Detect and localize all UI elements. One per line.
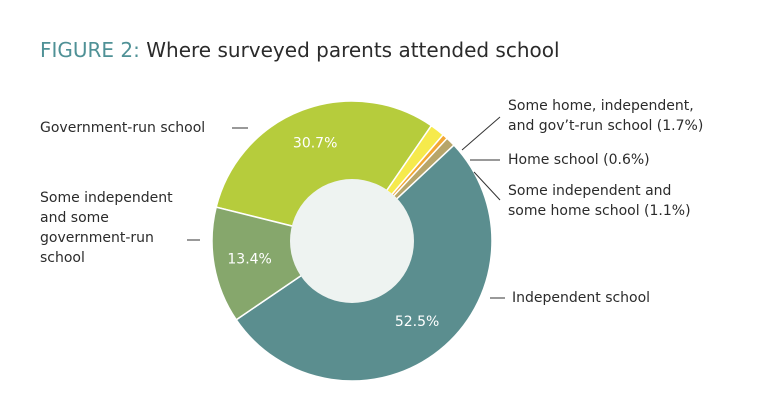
category-label: Some home, independent, and gov’t-run sc… [508,98,704,134]
donut-hole [290,179,414,303]
donut-slice [215,100,433,242]
value-label: 13.4% [227,251,271,267]
category-label: Some independent and some government-run… [40,190,173,266]
title-block: FIGURE 2: Where surveyed parents attende… [40,38,560,62]
category-label: Independent school [512,290,651,306]
value-label: 30.7% [293,136,337,152]
leader-line [461,116,501,151]
value-label: 52.5% [395,314,439,330]
category-label: Some independent and some home school (1… [508,183,691,219]
leader-line [473,171,501,201]
category-label: Government-run school [40,120,206,136]
chart-title: Where surveyed parents attended school [146,38,560,62]
figure-label: FIGURE 2: [40,38,140,62]
category-label: Home school (0.6%) [508,152,650,168]
